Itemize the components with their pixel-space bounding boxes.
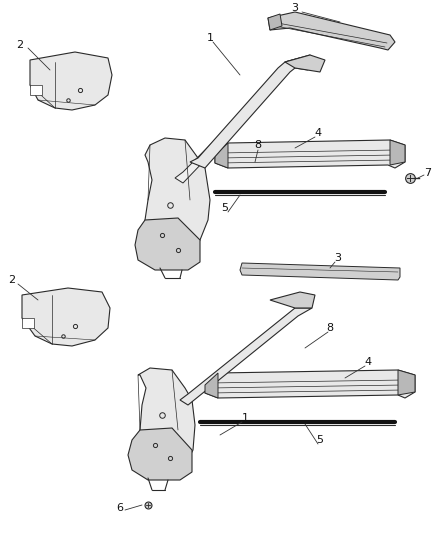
Text: 1: 1 — [241, 413, 248, 423]
Text: 4: 4 — [314, 128, 321, 138]
Polygon shape — [268, 12, 395, 50]
Polygon shape — [240, 263, 400, 280]
Polygon shape — [205, 370, 415, 398]
Polygon shape — [180, 308, 312, 405]
Text: 6: 6 — [117, 503, 124, 513]
Text: 5: 5 — [222, 203, 229, 213]
Text: 3: 3 — [335, 253, 342, 263]
Polygon shape — [128, 428, 192, 480]
Polygon shape — [30, 85, 42, 95]
Polygon shape — [215, 140, 405, 168]
Polygon shape — [398, 370, 415, 395]
Polygon shape — [390, 140, 405, 165]
Polygon shape — [30, 52, 112, 110]
Polygon shape — [145, 138, 210, 265]
Polygon shape — [190, 58, 310, 168]
Text: 8: 8 — [326, 323, 334, 333]
Text: 2: 2 — [8, 275, 16, 285]
Polygon shape — [135, 218, 200, 270]
Polygon shape — [205, 373, 218, 398]
Text: 1: 1 — [206, 33, 213, 43]
Text: 7: 7 — [424, 168, 431, 178]
Text: 2: 2 — [17, 40, 24, 50]
Polygon shape — [270, 292, 315, 308]
Text: 3: 3 — [292, 3, 299, 13]
Polygon shape — [285, 55, 325, 72]
Polygon shape — [22, 288, 110, 346]
Polygon shape — [138, 368, 195, 472]
Polygon shape — [175, 80, 278, 183]
Polygon shape — [215, 143, 228, 168]
Text: 8: 8 — [254, 140, 261, 150]
Text: 5: 5 — [317, 435, 324, 445]
Text: 4: 4 — [364, 357, 371, 367]
Polygon shape — [268, 14, 282, 30]
Polygon shape — [22, 318, 34, 328]
